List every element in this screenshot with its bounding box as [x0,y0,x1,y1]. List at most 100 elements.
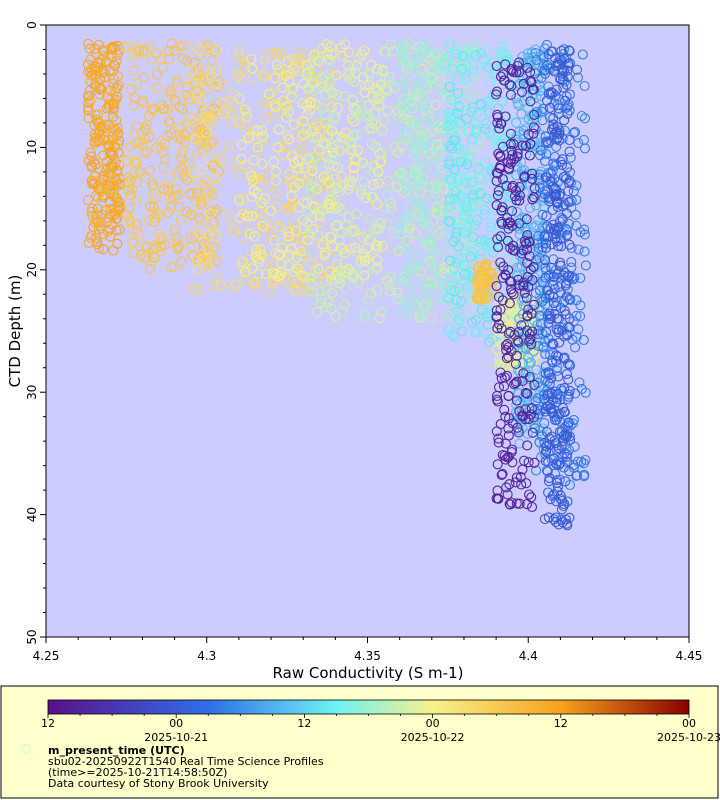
data-point [564,105,575,116]
data-point [242,223,253,234]
data-point [553,108,564,119]
data-point [189,134,200,145]
data-point [534,252,545,263]
data-point [519,287,530,298]
data-point [580,387,591,398]
data-point [521,57,532,68]
data-point [294,202,305,213]
data-point [283,107,294,118]
data-point [349,76,360,87]
data-point [551,350,562,361]
data-point [96,223,107,234]
data-point [304,58,316,69]
data-point [296,285,307,296]
data-point [476,304,488,315]
data-point [457,50,468,61]
data-point [215,279,226,290]
data-point [174,201,185,213]
data-point [288,266,300,277]
data-point [569,441,580,452]
data-point [520,140,531,152]
data-point [84,43,95,54]
data-point [487,333,498,344]
data-point [500,454,511,465]
data-point [181,174,192,185]
data-point [103,140,114,152]
data-point [529,423,540,434]
data-point [501,370,512,381]
data-point [510,378,521,389]
data-point [321,285,332,296]
colorbar-date-label: 2025-10-22 [401,731,465,744]
data-point [444,194,455,205]
data-point [528,140,539,151]
data-point [519,171,530,182]
data-point [396,79,407,90]
data-point [534,303,545,314]
data-point [534,182,545,193]
data-point [455,194,466,205]
data-point [512,148,523,159]
data-point [535,145,546,156]
x-tick-label: 4.4 [519,649,538,663]
data-point [564,294,575,305]
data-point [407,263,418,274]
data-point [522,230,533,241]
data-point [270,102,281,113]
data-point [111,174,122,185]
data-point [186,188,197,199]
data-point [573,244,584,255]
data-point [172,243,183,254]
data-point [366,235,377,246]
y-tick-label: 0 [25,21,39,29]
data-point [102,120,113,131]
data-point [499,450,510,461]
data-point [493,359,504,370]
data-point [412,210,424,221]
data-point [542,466,553,477]
data-point [348,63,359,74]
data-point [503,253,514,264]
data-point [493,148,504,159]
data-point [201,128,212,139]
data-point [254,257,265,268]
data-point [454,101,465,112]
data-point [212,81,223,92]
data-point [461,114,472,125]
data-point [188,57,200,68]
data-point [247,175,258,186]
data-point [381,83,392,94]
data-point [470,39,481,50]
x-tick-label: 4.3 [197,649,216,663]
data-point [272,142,283,153]
data-point [429,188,440,200]
data-point [516,109,527,120]
data-point [482,308,493,319]
data-point [170,95,181,106]
data-point [579,143,591,154]
data-point [108,65,119,77]
data-point [511,472,522,483]
data-point [171,131,182,142]
data-point [222,210,233,221]
data-point [302,218,313,229]
data-point [238,208,249,219]
data-point [363,100,374,111]
data-point [544,196,555,207]
data-point [496,469,507,480]
data-point [493,437,504,448]
data-point [325,55,336,66]
data-point [329,141,341,152]
data-point [524,371,535,383]
data-point [269,218,280,229]
data-point [203,40,214,51]
data-point [334,186,345,198]
data-point [305,71,316,82]
data-point [502,489,513,500]
data-point [144,132,155,143]
data-point [313,263,324,275]
data-point [579,113,591,124]
data-point [128,65,139,76]
data-point [533,325,544,336]
data-point [85,54,96,65]
